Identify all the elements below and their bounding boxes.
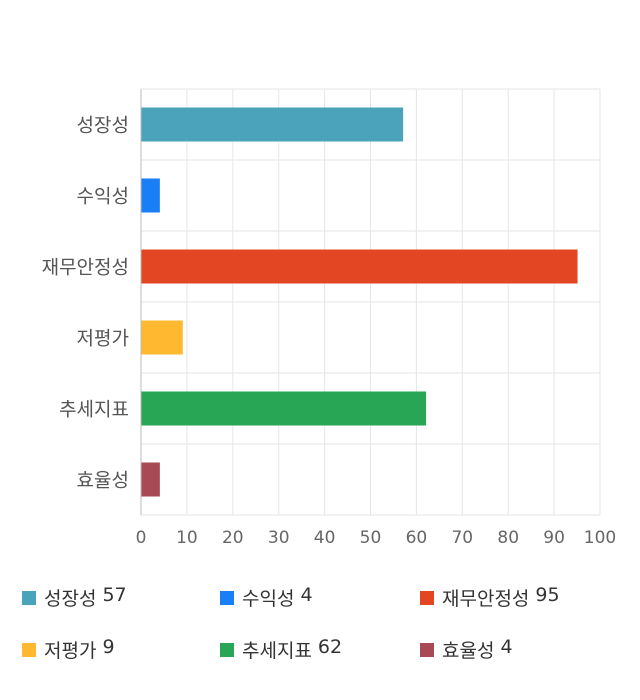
bar: [141, 391, 427, 426]
grid-lines: [140, 88, 601, 516]
legend-swatch: [420, 642, 434, 657]
legend-item: 추세지표 62: [220, 636, 342, 663]
category-label: 성장성: [77, 115, 129, 137]
legend-value: 9: [102, 636, 115, 658]
bar: [141, 320, 183, 355]
bar: [141, 107, 404, 142]
x-tick-label: 60: [406, 528, 428, 548]
x-tick-label: 10: [176, 528, 198, 548]
legend-label: 수익성: [242, 588, 295, 610]
bar: [141, 178, 160, 213]
legend-swatch: [22, 590, 36, 605]
legend-value: 4: [500, 636, 513, 658]
legend-value: 95: [535, 584, 560, 606]
category-label: 수익성: [77, 186, 129, 208]
legend-item: 성장성 57: [22, 584, 127, 611]
legend-swatch: [420, 590, 434, 605]
category-label: 재무안정성: [42, 257, 129, 279]
legend-item: 재무안정성 95: [420, 584, 560, 611]
legend-item: 저평가 9: [22, 636, 115, 663]
legend-swatch: [22, 642, 36, 657]
legend-value: 4: [300, 584, 313, 606]
x-tick-label: 70: [451, 528, 473, 548]
legend-item: 효율성 4: [420, 636, 513, 663]
x-tick-label: 50: [360, 528, 382, 548]
x-tick-label: 100: [584, 528, 616, 548]
x-tick-labels: 0 10 20 30 40 50 60 70 80 90 100: [136, 528, 617, 548]
legend-item: 수익성 4: [220, 584, 313, 611]
bar: [141, 249, 578, 284]
legend-label: 저평가: [44, 640, 97, 662]
x-tick-label: 20: [222, 528, 244, 548]
legend-value: 62: [317, 636, 343, 658]
bars-group: [141, 107, 578, 497]
category-label: 추세지표: [59, 399, 129, 421]
legend-label: 성장성: [44, 588, 97, 610]
legend-label: 추세지표: [242, 640, 312, 662]
x-tick-label: 90: [543, 528, 565, 548]
legend-swatch: [220, 590, 234, 605]
x-tick-label: 30: [268, 528, 290, 548]
legend-swatch: [220, 642, 234, 657]
bar: [141, 462, 160, 497]
legend-label: 재무안정성: [442, 588, 530, 610]
legend-label: 효율성: [442, 640, 495, 662]
category-label: 저평가: [77, 328, 129, 350]
category-label: 효율성: [77, 470, 129, 492]
x-tick-label: 0: [136, 528, 147, 548]
legend-value: 57: [102, 584, 127, 606]
x-tick-label: 40: [314, 528, 336, 548]
x-tick-label: 80: [497, 528, 519, 548]
